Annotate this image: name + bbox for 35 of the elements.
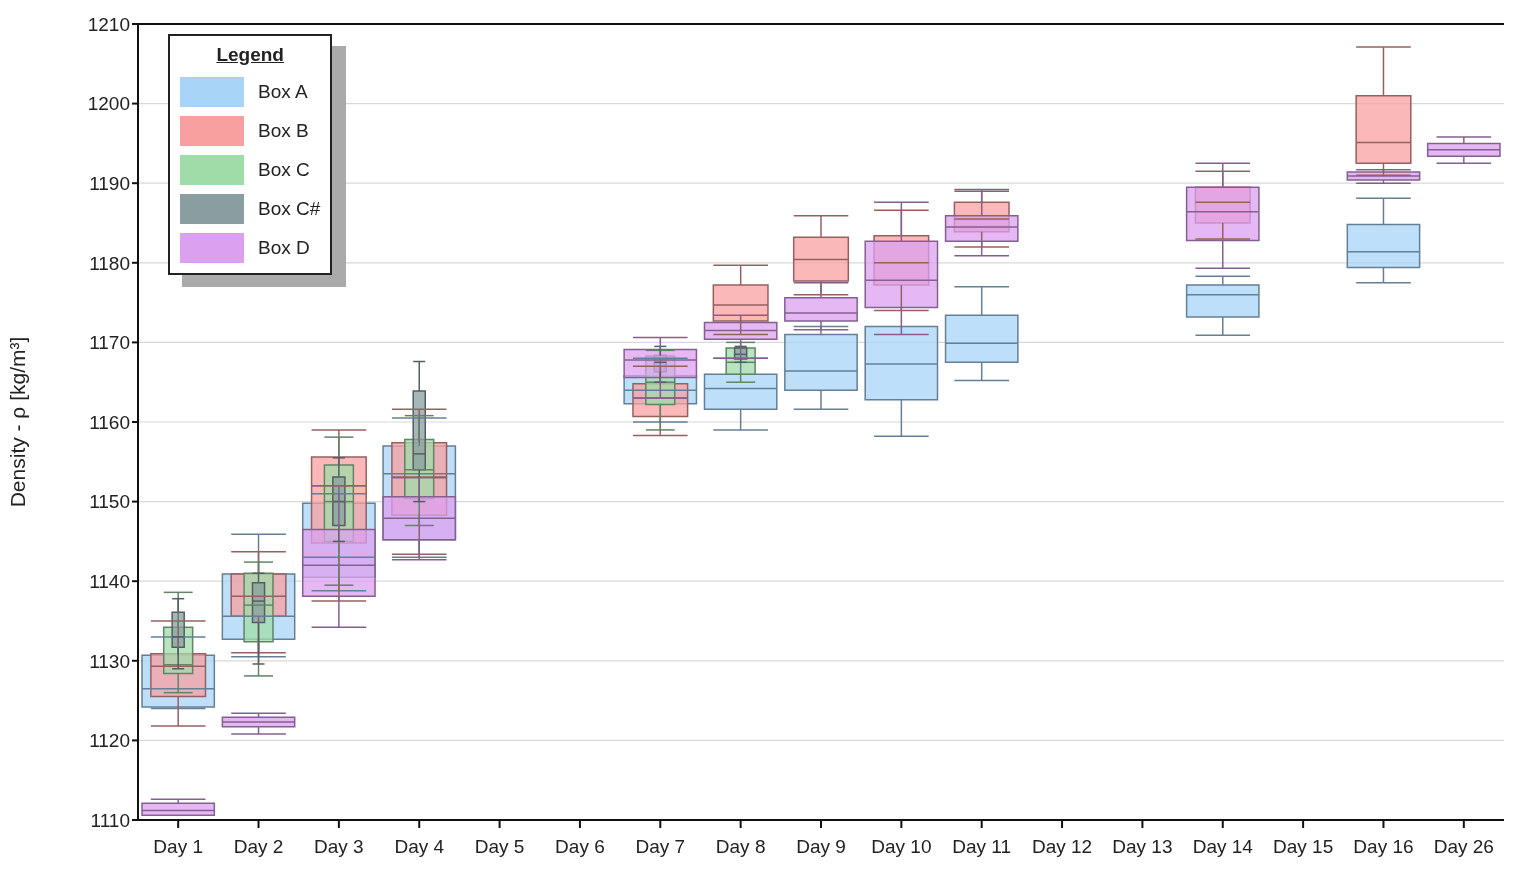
x-tick-label: Day 4 — [394, 836, 445, 858]
y-tick-label: 1200 — [87, 93, 130, 115]
y-axis-title: Density - ρ [kg/m³] — [6, 336, 30, 508]
y-tick-label: 1130 — [89, 650, 130, 672]
legend-label: Box A — [258, 80, 308, 103]
x-tick-label: Day 1 — [153, 836, 203, 858]
legend-label: Box C# — [258, 197, 321, 220]
x-tick-label: Day 8 — [715, 836, 766, 858]
x-tick-label: Day 15 — [1273, 836, 1334, 858]
y-tick-label: 1140 — [89, 570, 130, 592]
x-tick-label: Day 9 — [796, 836, 846, 858]
y-tick-label: 1110 — [90, 809, 130, 831]
x-tick-label: Day 13 — [1112, 836, 1173, 858]
y-tick-label: 1180 — [89, 252, 130, 274]
x-tick-label: Day 10 — [871, 836, 932, 858]
x-tick-label: Day 14 — [1192, 836, 1254, 858]
x-tick-label: Day 3 — [314, 836, 364, 858]
y-tick-label: 1160 — [89, 411, 130, 433]
x-tick-label: Day 11 — [952, 836, 1012, 858]
y-tick-label: 1170 — [89, 332, 130, 354]
y-tick-label: 1120 — [89, 730, 130, 752]
legend-label: Box D — [258, 236, 310, 259]
x-tick-label: Day 16 — [1353, 836, 1414, 858]
legend-label: Box C — [258, 158, 310, 181]
y-tick-label: 1150 — [89, 491, 130, 513]
x-tick-label: Day 7 — [635, 836, 686, 858]
x-tick-label: Day 12 — [1031, 836, 1093, 858]
y-tick-label: 1210 — [87, 13, 130, 35]
x-tick-label: Day 2 — [233, 836, 284, 858]
y-tick-label: 1190 — [89, 172, 130, 194]
x-tick-label: Day 5 — [474, 836, 525, 858]
legend-title: Legend — [215, 44, 285, 66]
legend-label: Box B — [258, 119, 309, 142]
x-tick-label: Day 6 — [555, 836, 605, 858]
x-tick-label: Day 26 — [1433, 836, 1494, 858]
